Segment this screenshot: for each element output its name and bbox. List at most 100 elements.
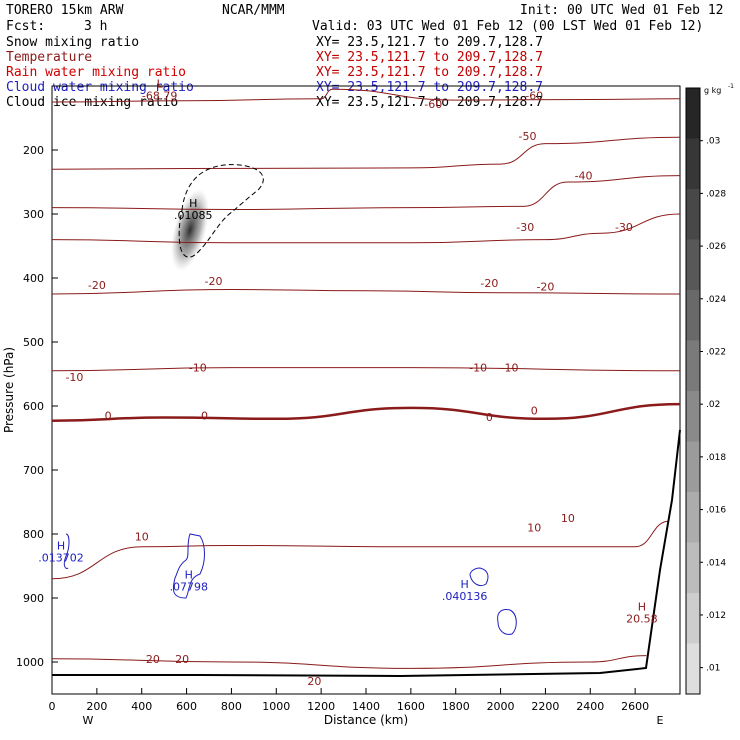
- extremum-marker: H: [185, 568, 193, 581]
- contour-label: -10: [189, 362, 207, 375]
- colorbar-tick-label: .01: [706, 664, 720, 674]
- extremum-marker: H: [57, 540, 65, 553]
- contour-label: -50: [519, 130, 537, 143]
- contour-label: 20: [146, 653, 160, 666]
- fcst-value: 3 h: [84, 19, 107, 34]
- contour-label: 10: [135, 531, 149, 544]
- y-tick-label: 600: [23, 400, 44, 413]
- contour-label: 20: [307, 675, 321, 688]
- contour-label: 0: [105, 410, 112, 423]
- extremum-marker: H: [189, 197, 197, 210]
- y-tick-label: 300: [23, 208, 44, 221]
- field-name: Cloud ice mixing ratio: [6, 95, 178, 110]
- x-tick-label: 200: [86, 700, 107, 713]
- temperature-contour: [51, 136, 681, 170]
- extremum-value: .07798: [170, 580, 209, 593]
- contour-label: -30: [615, 221, 633, 234]
- field-xy: XY= 23.5,121.7 to 209.7,128.7: [316, 80, 543, 95]
- x-tick-label: 0: [49, 700, 56, 713]
- colorbar-swatch: [686, 391, 700, 442]
- colorbar-swatch: [686, 643, 700, 694]
- field-xy: XY= 23.5,121.7 to 209.7,128.7: [316, 95, 543, 110]
- colorbar-swatch: [686, 189, 700, 240]
- x-tick-label: 2400: [576, 700, 604, 713]
- x-tick-label: 400: [131, 700, 152, 713]
- contour-label: -10: [501, 362, 519, 375]
- y-tick-label: 200: [23, 144, 44, 157]
- field-xy: XY= 23.5,121.7 to 209.7,128.7: [316, 50, 543, 65]
- y-tick-label: 400: [23, 272, 44, 285]
- extremum-marker: H: [638, 600, 646, 613]
- colorbar-swatch: [686, 492, 700, 543]
- x-tick-label: 2000: [487, 700, 515, 713]
- x-axis-left-end: W: [83, 714, 94, 727]
- extremum-value: .01085: [174, 209, 213, 222]
- colorbar-swatch: [686, 593, 700, 644]
- y-tick-label: 800: [23, 528, 44, 541]
- colorbar-tick-label: .016: [706, 506, 726, 516]
- x-tick-label: 1600: [397, 700, 425, 713]
- colorbar-swatch: [686, 340, 700, 391]
- colorbar-swatch: [686, 138, 700, 189]
- contour-label: -60: [424, 98, 442, 111]
- header: TORERO 15km ARW NCAR/MMM Init: 00 UTC We…: [6, 3, 724, 34]
- cloud-water-contour: [469, 567, 489, 587]
- fcst-label: Fcst:: [6, 19, 45, 34]
- extremum-value: -68.79: [142, 90, 177, 103]
- field-xy: XY= 23.5,121.7 to 209.7,128.7: [316, 65, 543, 80]
- cloud-water-contour: [63, 533, 70, 569]
- colorbar-tick-label: .02: [706, 400, 720, 410]
- x-axis-label: Distance (km): [324, 713, 408, 727]
- contour-label: -10: [65, 371, 83, 384]
- y-axis-label: Pressure (hPa): [2, 347, 16, 433]
- contour-label: -10: [469, 362, 487, 375]
- temperature-contour: [51, 175, 681, 211]
- field-xy: XY= 23.5,121.7 to 209.7,128.7: [316, 35, 543, 50]
- x-tick-label: 2600: [621, 700, 649, 713]
- x-tick-label: 1200: [307, 700, 335, 713]
- colorbar-tick-label: .014: [706, 558, 726, 568]
- contour-label: 0: [531, 404, 538, 417]
- extremum-marker: H: [461, 578, 469, 591]
- temperature-contour: [51, 655, 647, 669]
- contour-label: 0: [486, 411, 493, 424]
- temperature-contour: [51, 289, 681, 295]
- temperature-contour: [51, 367, 681, 372]
- extremum-value: .013702: [38, 552, 84, 565]
- colorbar-tick-label: .022: [706, 347, 726, 357]
- field-name: Cloud water mixing ratio: [6, 80, 194, 95]
- x-tick-label: 2200: [531, 700, 559, 713]
- field-name: Rain water mixing ratio: [6, 65, 186, 80]
- extremum-marker: L: [157, 78, 164, 91]
- x-tick-label: 800: [221, 700, 242, 713]
- colorbar-tick-label: .026: [706, 242, 726, 252]
- contour-label: 0: [201, 410, 208, 423]
- contour-label: 20: [175, 653, 189, 666]
- colorbar-swatch: [686, 239, 700, 290]
- terrain-line: [52, 429, 681, 678]
- temperature-contour: [51, 213, 681, 244]
- y-axis: 200 300 400 500 600 700 800 900 1000: [16, 144, 58, 669]
- temperature-contour: [51, 520, 669, 580]
- contour-label: 10: [561, 512, 575, 525]
- colorbar-frame: [685, 87, 701, 695]
- colorbar-tick-label: .03: [706, 137, 720, 147]
- contour-label: -60: [525, 90, 543, 103]
- colorbar-swatch: [686, 441, 700, 492]
- colorbar-swatch: [686, 88, 700, 139]
- valid-label: Valid: 03 UTC Wed 01 Feb 12 (00 LST Wed …: [312, 19, 703, 34]
- temperature-contours: -60 -60 -50 -40 -30 -30 -20 -20 -20 -20 -10 -10 -10 -…: [51, 88, 681, 688]
- colorbar-tick-label: .024: [706, 295, 726, 305]
- y-tick-label: 700: [23, 464, 44, 477]
- x-axis: 0 200 400 600 800 1000 1200 1400 1600 1800 2000 220…: [49, 688, 649, 713]
- extremum-value: .040136: [442, 590, 488, 603]
- contour-label: -20: [88, 279, 106, 292]
- cloud-water-contours: [63, 533, 517, 635]
- cloud-water-contour: [497, 609, 517, 635]
- x-axis-right-end: E: [657, 714, 664, 727]
- colorbar-tick-label: .028: [706, 189, 726, 199]
- y-tick-label: 500: [23, 336, 44, 349]
- colorbar-unit-exponent: -1: [728, 83, 734, 90]
- colorbar: .03 .028 .026 .024 .022 .02 .018 .016 .014 .012 .0…: [685, 83, 734, 695]
- x-tick-label: 1400: [352, 700, 380, 713]
